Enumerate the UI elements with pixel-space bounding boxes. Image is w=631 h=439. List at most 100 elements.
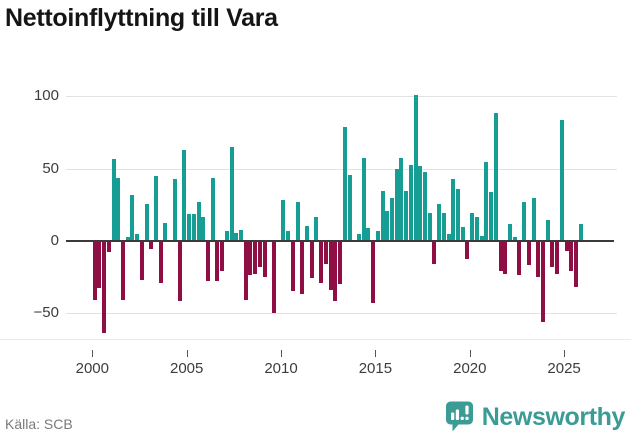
bar-2014-Q3 xyxy=(366,228,371,240)
bar-2003-Q1 xyxy=(149,242,154,250)
newsworthy-wordmark: Newsworthy xyxy=(481,402,626,431)
bar-2021-Q3 xyxy=(498,242,503,271)
bar-2020-Q1 xyxy=(470,212,475,240)
bar-2007-Q3 xyxy=(234,232,239,240)
y-tick-label-100: 100 xyxy=(33,87,59,104)
bar-2001-Q3 xyxy=(121,242,125,300)
y-tick-label-50: 50 xyxy=(42,160,59,177)
bar-2014-Q4 xyxy=(371,242,376,303)
bar-2002-Q3 xyxy=(139,242,144,280)
bar-2008-Q4 xyxy=(257,242,262,267)
y-tick-label--50: −50 xyxy=(33,304,59,321)
x-tick-mark-2010 xyxy=(281,350,282,357)
gridline-100 xyxy=(66,96,617,97)
bar-2002-Q4 xyxy=(144,203,149,240)
bar-2015-Q2 xyxy=(380,190,385,240)
bar-2008-Q2 xyxy=(248,242,253,276)
bar-2021-Q1 xyxy=(489,192,493,240)
bar-2022-Q3 xyxy=(517,242,522,276)
bar-2007-Q1 xyxy=(224,231,229,240)
bar-2018-Q4 xyxy=(446,234,451,240)
bar-2009-Q3 xyxy=(272,242,276,313)
bar-2019-Q4 xyxy=(465,242,470,260)
bar-2016-Q3 xyxy=(404,190,409,240)
bar-2024-Q1 xyxy=(545,219,550,240)
newsworthy-badge-bar-chart-icon xyxy=(444,400,475,434)
page-title: Nettoinflyttning till Vara xyxy=(5,4,278,32)
bar-2008-Q3 xyxy=(253,242,258,274)
bar-2014-Q2 xyxy=(361,157,366,240)
bar-2023-Q1 xyxy=(526,242,531,266)
source-label: Källa: SCB xyxy=(5,416,73,432)
bar-2019-Q3 xyxy=(460,227,465,240)
bar-2010-Q3 xyxy=(290,242,295,292)
gridline--50 xyxy=(66,313,617,314)
bar-2012-Q2 xyxy=(323,242,328,264)
bar-2024-Q2 xyxy=(550,242,555,267)
gridline-50 xyxy=(66,169,617,170)
bar-2000-Q3 xyxy=(102,242,107,334)
bar-2019-Q1 xyxy=(451,179,456,240)
bar-2017-Q2 xyxy=(418,166,423,240)
x-tick-mark-2000 xyxy=(92,350,94,357)
bar-2009-Q1 xyxy=(262,242,267,277)
bar-2017-Q3 xyxy=(423,172,427,240)
bar-2022-Q2 xyxy=(512,237,517,240)
bar-2025-Q2 xyxy=(569,242,574,271)
bar-2005-Q1 xyxy=(187,214,191,240)
bar-2020-Q2 xyxy=(474,216,479,240)
bar-2005-Q3 xyxy=(196,202,201,240)
bar-2000-Q4 xyxy=(106,242,111,253)
bar-2004-Q3 xyxy=(177,242,182,302)
bar-2011-Q1 xyxy=(300,242,305,295)
bar-2007-Q4 xyxy=(238,229,243,240)
chart-bottom-divider xyxy=(0,339,631,340)
bar-2000-Q1 xyxy=(92,242,97,300)
bar-2012-Q1 xyxy=(319,242,324,283)
x-tick-label-2015: 2015 xyxy=(358,360,393,377)
bar-2017-Q1 xyxy=(413,95,418,240)
bar-2015-Q4 xyxy=(389,198,394,240)
bar-2019-Q2 xyxy=(456,189,460,240)
bar-2008-Q1 xyxy=(243,242,248,300)
bar-2011-Q2 xyxy=(305,225,309,240)
bar-2014-Q1 xyxy=(356,234,361,240)
bar-2001-Q2 xyxy=(116,177,121,240)
bar-2010-Q1 xyxy=(281,199,286,240)
bar-2005-Q2 xyxy=(191,214,196,240)
bar-2025-Q3 xyxy=(573,242,578,287)
x-tick-label-2010: 2010 xyxy=(264,360,298,377)
bar-2024-Q3 xyxy=(555,242,560,274)
bar-2003-Q4 xyxy=(163,222,168,240)
bar-2001-Q1 xyxy=(111,159,116,240)
y-tick-label-0: 0 xyxy=(50,232,59,249)
bar-2023-Q4 xyxy=(540,242,545,322)
bar-2003-Q3 xyxy=(158,242,163,283)
bar-2001-Q4 xyxy=(125,237,130,240)
bar-2020-Q3 xyxy=(479,235,484,240)
bar-2022-Q1 xyxy=(507,224,512,240)
bar-2025-Q4 xyxy=(578,224,583,240)
bar-2006-Q4 xyxy=(220,242,225,271)
bar-2018-Q3 xyxy=(441,212,446,240)
bar-2010-Q4 xyxy=(295,202,300,240)
x-tick-mark-2025 xyxy=(564,350,566,357)
bar-2020-Q4 xyxy=(484,161,489,240)
bar-2004-Q2 xyxy=(172,179,177,240)
bar-2013-Q2 xyxy=(342,127,347,240)
bar-2010-Q2 xyxy=(286,231,291,240)
zero-axis-line xyxy=(66,240,614,242)
x-tick-mark-2005 xyxy=(186,350,188,357)
bar-2011-Q3 xyxy=(309,242,314,279)
bar-2016-Q4 xyxy=(408,164,413,240)
bar-2013-Q3 xyxy=(347,174,352,240)
bar-2015-Q3 xyxy=(385,211,390,240)
newsworthy-logo[interactable]: Newsworthy xyxy=(444,400,625,434)
bar-2023-Q3 xyxy=(536,242,541,277)
bar-2002-Q2 xyxy=(135,234,140,240)
bar-2012-Q3 xyxy=(328,242,333,290)
bar-2016-Q1 xyxy=(394,169,399,240)
x-tick-label-2000: 2000 xyxy=(75,360,109,377)
x-tick-label-2020: 2020 xyxy=(453,360,487,377)
